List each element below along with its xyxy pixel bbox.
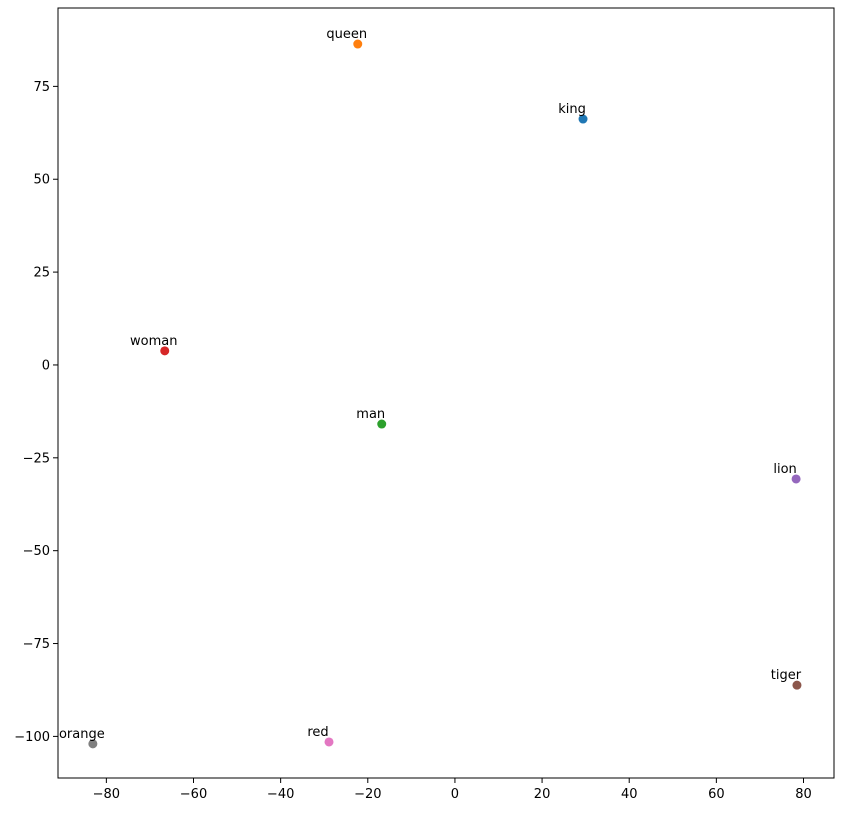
- x-tick-label: −60: [180, 787, 207, 802]
- y-tick-label: −75: [23, 637, 50, 652]
- point: [792, 680, 802, 690]
- point-label: man: [356, 407, 385, 422]
- point-label: woman: [130, 334, 177, 349]
- point-label: king: [558, 102, 586, 117]
- point: [353, 39, 363, 49]
- x-tick-label: 40: [621, 787, 638, 802]
- x-tick-label: −20: [354, 787, 381, 802]
- y-tick-label: 50: [33, 173, 50, 188]
- x-tick-label: 0: [451, 787, 459, 802]
- point-label: orange: [59, 727, 105, 742]
- point-label: lion: [773, 462, 796, 477]
- x-tick-label: −80: [93, 787, 120, 802]
- y-tick-label: −100: [14, 730, 50, 745]
- y-tick-label: 75: [33, 80, 50, 95]
- point-label: red: [307, 725, 328, 740]
- point-label: queen: [326, 27, 367, 42]
- x-tick-label: 20: [534, 787, 551, 802]
- point: [578, 114, 588, 124]
- point: [791, 474, 801, 484]
- point: [88, 739, 98, 749]
- y-tick-label: 0: [42, 358, 50, 373]
- point: [324, 737, 334, 747]
- point: [160, 346, 170, 356]
- plot-frame: [57, 7, 835, 779]
- point-label: tiger: [771, 668, 802, 683]
- point: [377, 419, 387, 429]
- x-tick-label: 60: [708, 787, 725, 802]
- y-tick-label: 25: [33, 266, 50, 281]
- x-tick-label: −40: [267, 787, 294, 802]
- y-tick-label: −50: [23, 544, 50, 559]
- y-tick-label: −25: [23, 451, 50, 466]
- x-tick-label: 80: [795, 787, 812, 802]
